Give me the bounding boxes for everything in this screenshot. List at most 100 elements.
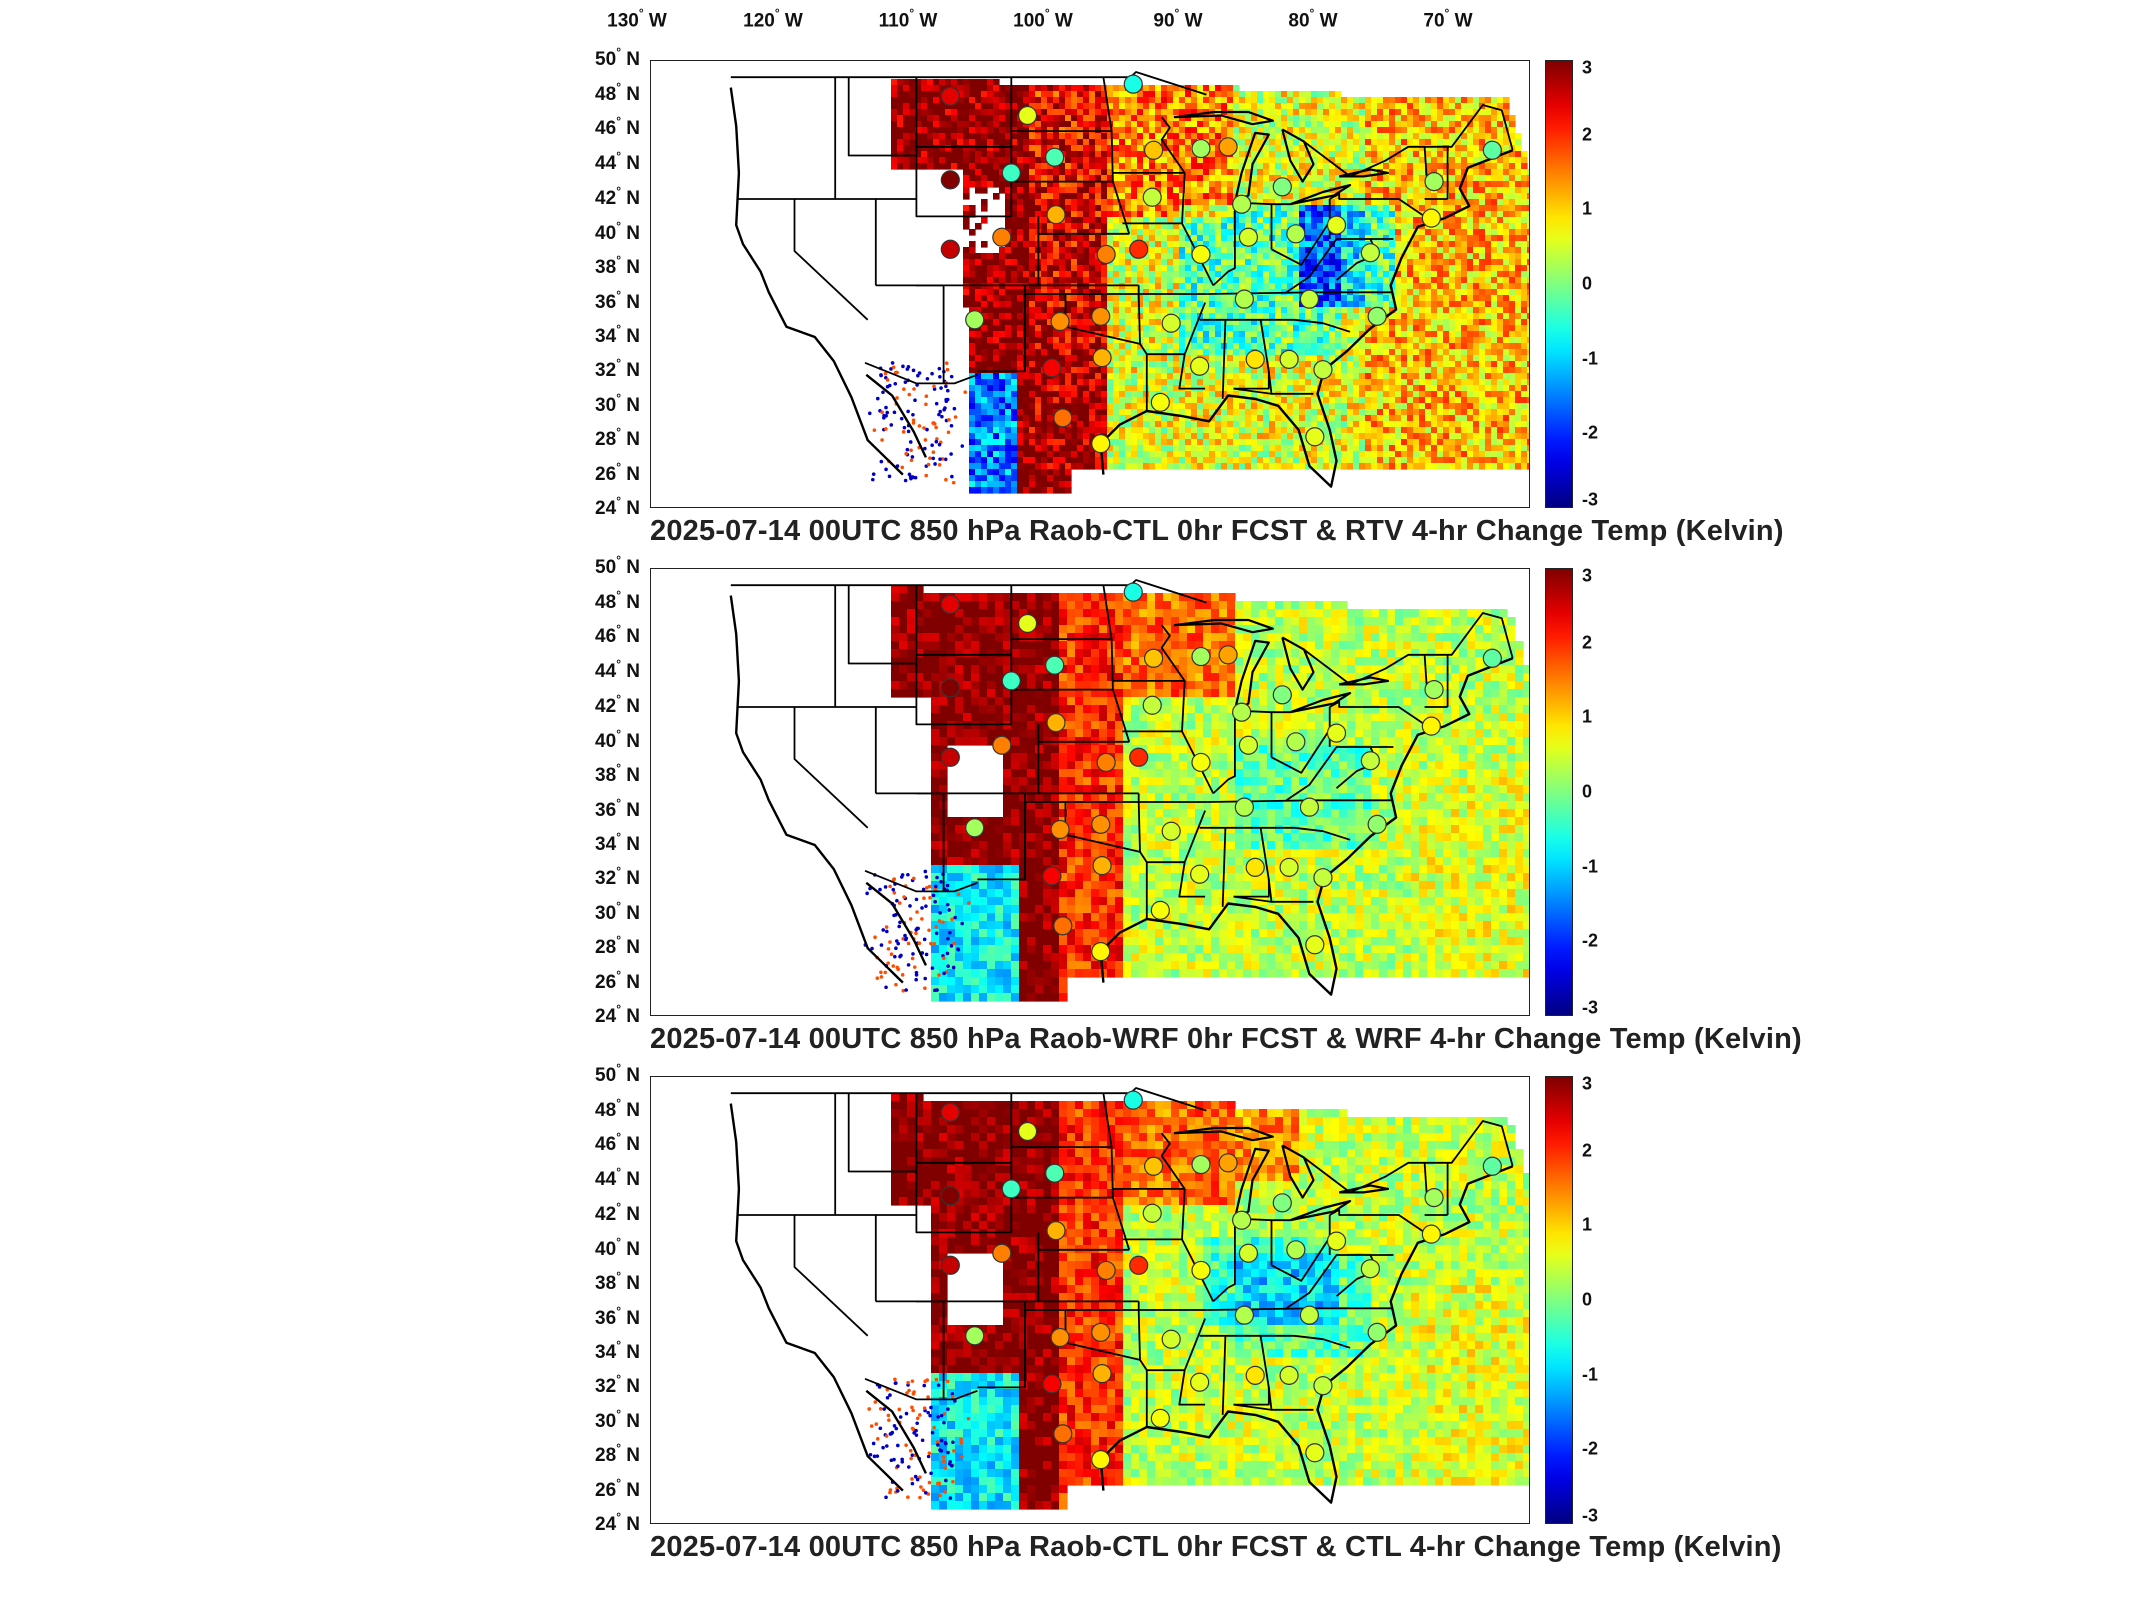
raob-station-marker[interactable] xyxy=(1422,1225,1440,1243)
raob-station-marker[interactable] xyxy=(1002,164,1020,182)
raob-station-marker[interactable] xyxy=(1151,901,1169,919)
raob-station-marker[interactable] xyxy=(1306,936,1324,954)
raob-station-marker[interactable] xyxy=(1043,867,1061,885)
raob-station-marker[interactable] xyxy=(1043,359,1061,377)
raob-station-marker[interactable] xyxy=(1422,717,1440,735)
raob-station-marker[interactable] xyxy=(1273,686,1291,704)
raob-station-marker[interactable] xyxy=(1219,138,1237,156)
raob-station-marker[interactable] xyxy=(941,87,959,105)
raob-station-marker[interactable] xyxy=(966,311,984,329)
raob-station-marker[interactable] xyxy=(1051,1329,1069,1347)
raob-station-marker[interactable] xyxy=(966,819,984,837)
raob-station-marker[interactable] xyxy=(1425,681,1443,699)
raob-station-marker[interactable] xyxy=(1124,75,1142,93)
raob-station-marker[interactable] xyxy=(1002,1180,1020,1198)
raob-station-marker[interactable] xyxy=(1046,656,1064,674)
raob-station-marker[interactable] xyxy=(1143,696,1161,714)
raob-station-marker[interactable] xyxy=(1192,1261,1210,1279)
raob-station-marker[interactable] xyxy=(1483,649,1501,667)
raob-station-marker[interactable] xyxy=(941,1187,959,1205)
raob-station-marker[interactable] xyxy=(1162,314,1180,332)
raob-station-marker[interactable] xyxy=(1235,290,1253,308)
raob-station-marker[interactable] xyxy=(1192,245,1210,263)
raob-station-marker[interactable] xyxy=(1047,206,1065,224)
raob-station-marker[interactable] xyxy=(1051,821,1069,839)
raob-station-marker[interactable] xyxy=(1145,649,1163,667)
raob-station-marker[interactable] xyxy=(1233,195,1251,213)
raob-station-marker[interactable] xyxy=(1092,307,1110,325)
raob-station-marker[interactable] xyxy=(1246,350,1264,368)
raob-station-marker[interactable] xyxy=(1130,748,1148,766)
raob-station-marker[interactable] xyxy=(1239,1244,1257,1262)
raob-station-marker[interactable] xyxy=(1368,307,1386,325)
raob-station-marker[interactable] xyxy=(1143,1204,1161,1222)
raob-station-marker[interactable] xyxy=(1191,357,1209,375)
raob-station-marker[interactable] xyxy=(1280,858,1298,876)
raob-station-marker[interactable] xyxy=(1151,1409,1169,1427)
raob-station-marker[interactable] xyxy=(1145,1157,1163,1175)
raob-station-marker[interactable] xyxy=(941,595,959,613)
raob-station-marker[interactable] xyxy=(1300,1306,1318,1324)
raob-station-marker[interactable] xyxy=(1097,245,1115,263)
map-area[interactable] xyxy=(650,1076,1530,1524)
raob-station-marker[interactable] xyxy=(1239,228,1257,246)
raob-station-marker[interactable] xyxy=(1328,1232,1346,1250)
raob-station-marker[interactable] xyxy=(1235,798,1253,816)
raob-station-marker[interactable] xyxy=(1002,672,1020,690)
raob-station-marker[interactable] xyxy=(1097,753,1115,771)
raob-station-marker[interactable] xyxy=(1368,815,1386,833)
raob-station-marker[interactable] xyxy=(1192,648,1210,666)
raob-station-marker[interactable] xyxy=(1280,350,1298,368)
raob-station-marker[interactable] xyxy=(1483,1157,1501,1175)
raob-station-marker[interactable] xyxy=(1124,1091,1142,1109)
raob-station-marker[interactable] xyxy=(1019,614,1037,632)
raob-station-marker[interactable] xyxy=(1273,1194,1291,1212)
raob-station-marker[interactable] xyxy=(941,748,959,766)
raob-station-marker[interactable] xyxy=(1219,646,1237,664)
raob-station-marker[interactable] xyxy=(1162,1330,1180,1348)
raob-station-marker[interactable] xyxy=(1361,752,1379,770)
raob-station-marker[interactable] xyxy=(1092,435,1110,453)
raob-station-marker[interactable] xyxy=(1287,1241,1305,1259)
raob-station-marker[interactable] xyxy=(993,1244,1011,1262)
raob-station-marker[interactable] xyxy=(1425,173,1443,191)
raob-station-marker[interactable] xyxy=(1019,106,1037,124)
raob-station-marker[interactable] xyxy=(1145,141,1163,159)
raob-station-marker[interactable] xyxy=(1047,714,1065,732)
raob-station-marker[interactable] xyxy=(1328,724,1346,742)
raob-station-marker[interactable] xyxy=(1314,361,1332,379)
raob-station-marker[interactable] xyxy=(1124,583,1142,601)
raob-station-marker[interactable] xyxy=(1054,917,1072,935)
raob-station-marker[interactable] xyxy=(1273,178,1291,196)
raob-station-marker[interactable] xyxy=(1143,188,1161,206)
raob-station-marker[interactable] xyxy=(1361,1260,1379,1278)
raob-station-marker[interactable] xyxy=(1300,798,1318,816)
raob-station-marker[interactable] xyxy=(1092,943,1110,961)
raob-station-marker[interactable] xyxy=(1051,313,1069,331)
raob-station-marker[interactable] xyxy=(1043,1375,1061,1393)
raob-station-marker[interactable] xyxy=(1306,1444,1324,1462)
raob-station-marker[interactable] xyxy=(1192,753,1210,771)
raob-station-marker[interactable] xyxy=(941,171,959,189)
raob-station-marker[interactable] xyxy=(1300,290,1318,308)
raob-station-marker[interactable] xyxy=(1233,703,1251,721)
raob-station-marker[interactable] xyxy=(993,228,1011,246)
raob-station-marker[interactable] xyxy=(1162,822,1180,840)
raob-station-marker[interactable] xyxy=(966,1327,984,1345)
raob-station-marker[interactable] xyxy=(1192,140,1210,158)
raob-station-marker[interactable] xyxy=(1097,1261,1115,1279)
raob-station-marker[interactable] xyxy=(1306,428,1324,446)
raob-station-marker[interactable] xyxy=(1192,1156,1210,1174)
raob-station-marker[interactable] xyxy=(1246,1366,1264,1384)
raob-station-marker[interactable] xyxy=(1328,216,1346,234)
raob-station-marker[interactable] xyxy=(941,240,959,258)
raob-station-marker[interactable] xyxy=(1130,240,1148,258)
raob-station-marker[interactable] xyxy=(1191,1373,1209,1391)
raob-station-marker[interactable] xyxy=(1093,1365,1111,1383)
raob-station-marker[interactable] xyxy=(1092,1451,1110,1469)
raob-station-marker[interactable] xyxy=(1219,1154,1237,1172)
raob-station-marker[interactable] xyxy=(1239,736,1257,754)
raob-station-marker[interactable] xyxy=(1314,1377,1332,1395)
raob-station-marker[interactable] xyxy=(1314,869,1332,887)
raob-station-marker[interactable] xyxy=(1191,865,1209,883)
